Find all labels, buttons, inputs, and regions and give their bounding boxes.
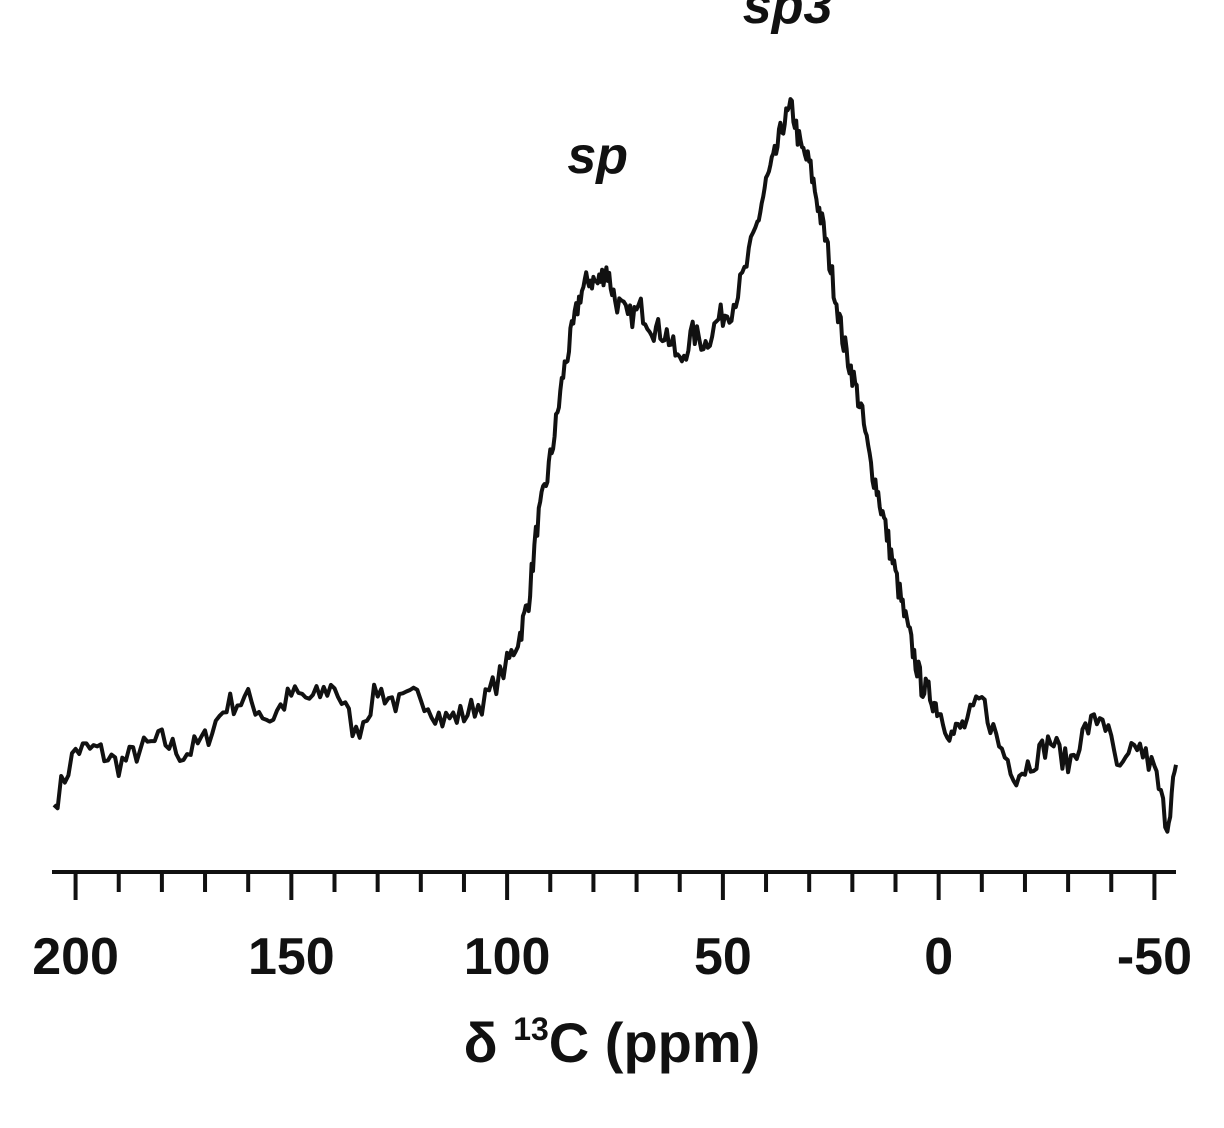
x-axis-title-prefix: δ [464,1011,514,1074]
peak-label: sp3 [743,0,833,35]
x-tick-label: 150 [248,928,335,986]
spectrum-line [52,97,1178,834]
x-axis-title: δ 13C (ppm) [464,1011,761,1074]
x-tick-label: 200 [32,928,119,986]
x-tick-label: 0 [924,928,953,986]
x-tick-label: 50 [694,928,752,986]
x-tick-label: 100 [464,928,551,986]
x-axis-ticks [73,872,1157,900]
peak-labels: sp sp3 [567,0,832,185]
peak-label: sp [567,127,628,185]
x-axis-title-superscript: 13 [513,1011,549,1047]
x-tick-label: -50 [1117,928,1192,986]
x-axis-tick-labels: 200 150 100 50 0 -50 [32,928,1192,986]
x-axis-title-main: C (ppm) [549,1011,761,1074]
